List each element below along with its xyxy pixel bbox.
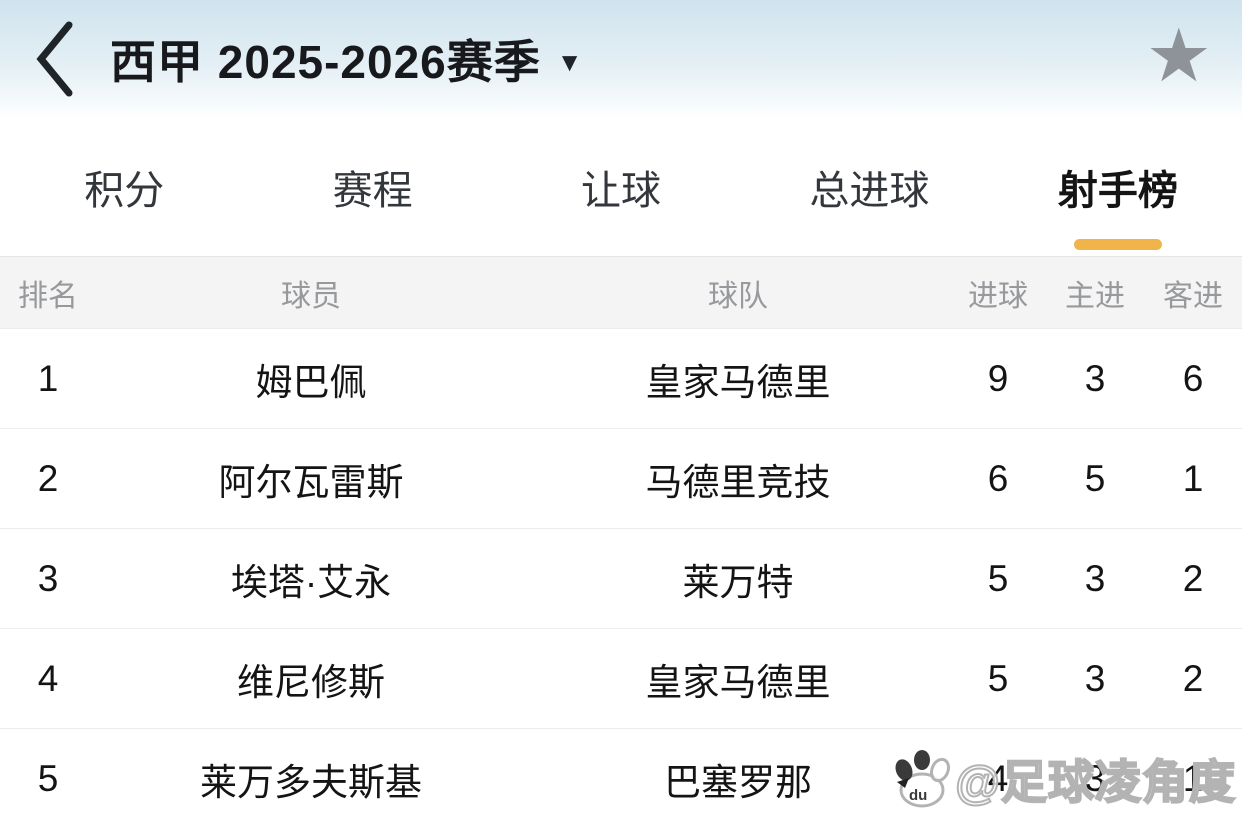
col-header-player: 球员 xyxy=(281,279,341,313)
tab-bar: 积分 赛程 让球 总进球 射手榜 xyxy=(0,118,1242,256)
tab-standings[interactable]: 积分 xyxy=(0,118,248,256)
goals-value: 6 xyxy=(987,457,1009,499)
home-goals-value: 3 xyxy=(1084,757,1106,799)
team-name: 皇家马德里 xyxy=(645,661,831,703)
goals-value: 4 xyxy=(987,757,1009,799)
home-goals-value: 3 xyxy=(1084,357,1106,399)
away-goals-value: 6 xyxy=(1182,357,1204,399)
team-name: 马德里竞技 xyxy=(645,461,831,503)
col-header-away-goals: 客进 xyxy=(1163,279,1223,313)
table-row[interactable]: 3 埃塔·艾永 莱万特 5 3 2 xyxy=(0,529,1242,629)
chevron-down-icon: ▼ xyxy=(556,46,583,77)
home-goals-value: 5 xyxy=(1084,457,1106,499)
navbar: 西甲 2025-2026赛季 ▼ ★ xyxy=(0,0,1242,118)
player-name: 莱万多夫斯基 xyxy=(200,761,422,803)
rank-value: 4 xyxy=(37,657,59,699)
team-name: 莱万特 xyxy=(682,561,794,603)
tab-label: 总进球 xyxy=(809,169,930,213)
page-title: 西甲 2025-2026赛季 xyxy=(110,36,541,88)
col-header-team: 球队 xyxy=(708,279,768,313)
table-row[interactable]: 5 莱万多夫斯基 巴塞罗那 4 3 1 xyxy=(0,729,1242,824)
player-name: 维尼修斯 xyxy=(237,661,385,703)
table-header-row: 排名 球员 球队 进球 主进 客进 xyxy=(0,256,1242,329)
back-button[interactable] xyxy=(0,0,110,118)
home-goals-value: 3 xyxy=(1084,657,1106,699)
league-season-dropdown[interactable]: 西甲 2025-2026赛季 ▼ xyxy=(110,26,583,92)
table-row[interactable]: 4 维尼修斯 皇家马德里 5 3 2 xyxy=(0,629,1242,729)
away-goals-value: 2 xyxy=(1182,557,1204,599)
tab-label: 让球 xyxy=(581,169,662,213)
tab-top-scorers[interactable]: 射手榜 xyxy=(994,118,1242,256)
team-name: 皇家马德里 xyxy=(645,361,831,403)
team-name: 巴塞罗那 xyxy=(664,761,812,803)
rank-value: 1 xyxy=(37,357,59,399)
col-header-goals: 进球 xyxy=(968,279,1028,313)
goals-value: 5 xyxy=(987,557,1009,599)
rank-value: 5 xyxy=(37,757,59,799)
back-chevron-icon xyxy=(36,21,73,97)
tab-schedule[interactable]: 赛程 xyxy=(248,118,496,256)
rank-value: 2 xyxy=(37,457,59,499)
tab-handicap[interactable]: 让球 xyxy=(497,118,745,256)
away-goals-value: 2 xyxy=(1182,657,1204,699)
tab-label: 赛程 xyxy=(332,169,413,213)
tab-label: 射手榜 xyxy=(1057,169,1178,213)
table-row[interactable]: 1 姆巴佩 皇家马德里 9 3 6 xyxy=(0,329,1242,429)
home-goals-value: 3 xyxy=(1084,557,1106,599)
tab-total-goals[interactable]: 总进球 xyxy=(745,118,993,256)
col-header-rank: 排名 xyxy=(18,279,78,313)
tab-label: 积分 xyxy=(84,169,165,213)
favorite-star-icon[interactable]: ★ xyxy=(1145,14,1212,98)
rank-value: 3 xyxy=(37,557,59,599)
player-name: 埃塔·艾永 xyxy=(230,561,392,603)
away-goals-value: 1 xyxy=(1182,457,1204,499)
table-row[interactable]: 2 阿尔瓦雷斯 马德里竞技 6 5 1 xyxy=(0,429,1242,529)
col-header-home-goals: 主进 xyxy=(1065,279,1125,313)
active-tab-underline xyxy=(1073,239,1162,250)
goals-value: 9 xyxy=(987,357,1009,399)
player-name: 阿尔瓦雷斯 xyxy=(218,461,404,503)
goals-value: 5 xyxy=(987,657,1009,699)
away-goals-value: 1 xyxy=(1182,757,1204,799)
player-name: 姆巴佩 xyxy=(255,361,367,403)
